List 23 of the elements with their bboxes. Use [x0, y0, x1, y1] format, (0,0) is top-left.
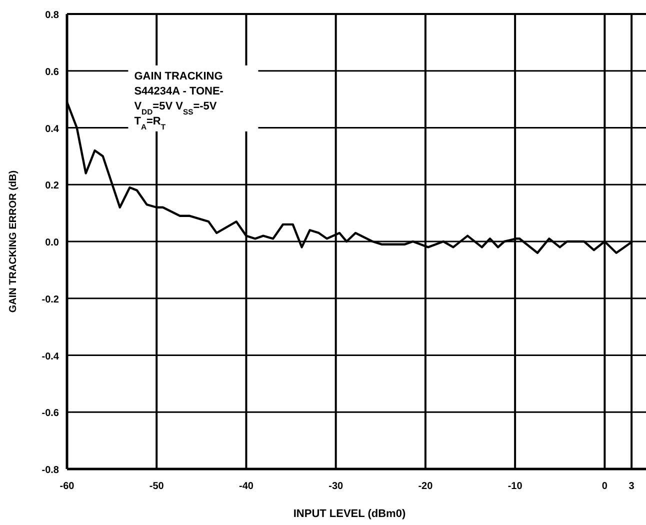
annotation: S44234A - TONE-	[134, 85, 224, 98]
annotation: T$_{A}$=R$_{T}$	[134, 115, 166, 131]
y-tick-label: 0.4	[45, 124, 60, 135]
x-tick-label: -30	[328, 481, 344, 492]
y-tick-label: 0.8	[45, 10, 60, 21]
x-tick-label: -60	[60, 481, 75, 492]
y-tick-label: -0.6	[42, 408, 60, 420]
x-tick-label: -40	[239, 481, 254, 492]
y-tick-label: -0.8	[42, 465, 60, 476]
annotation: GAIN TRACKING	[134, 70, 223, 82]
x-tick-label: -50	[149, 481, 164, 492]
x-axis-title: INPUT LEVEL (dBm0)	[293, 508, 406, 520]
x-tick-label: -10	[508, 481, 523, 492]
y-tick-label: 0.0	[45, 238, 60, 248]
y-tick-label: -0.4	[42, 351, 60, 362]
y-tick-label: 0.2	[45, 180, 60, 192]
y-tick-label: 0.6	[45, 66, 60, 78]
x-tick-label: 3	[628, 481, 635, 492]
y-tick-label: -0.2	[42, 294, 60, 306]
annotation: V$_{DD}$=5V V$_{SS}$=-5V	[134, 100, 218, 116]
y-axis-title: GAIN TRACKING ERROR (dB)	[8, 170, 19, 313]
x-tick-label: 0	[602, 481, 608, 492]
x-tick-label: -20	[418, 481, 434, 492]
